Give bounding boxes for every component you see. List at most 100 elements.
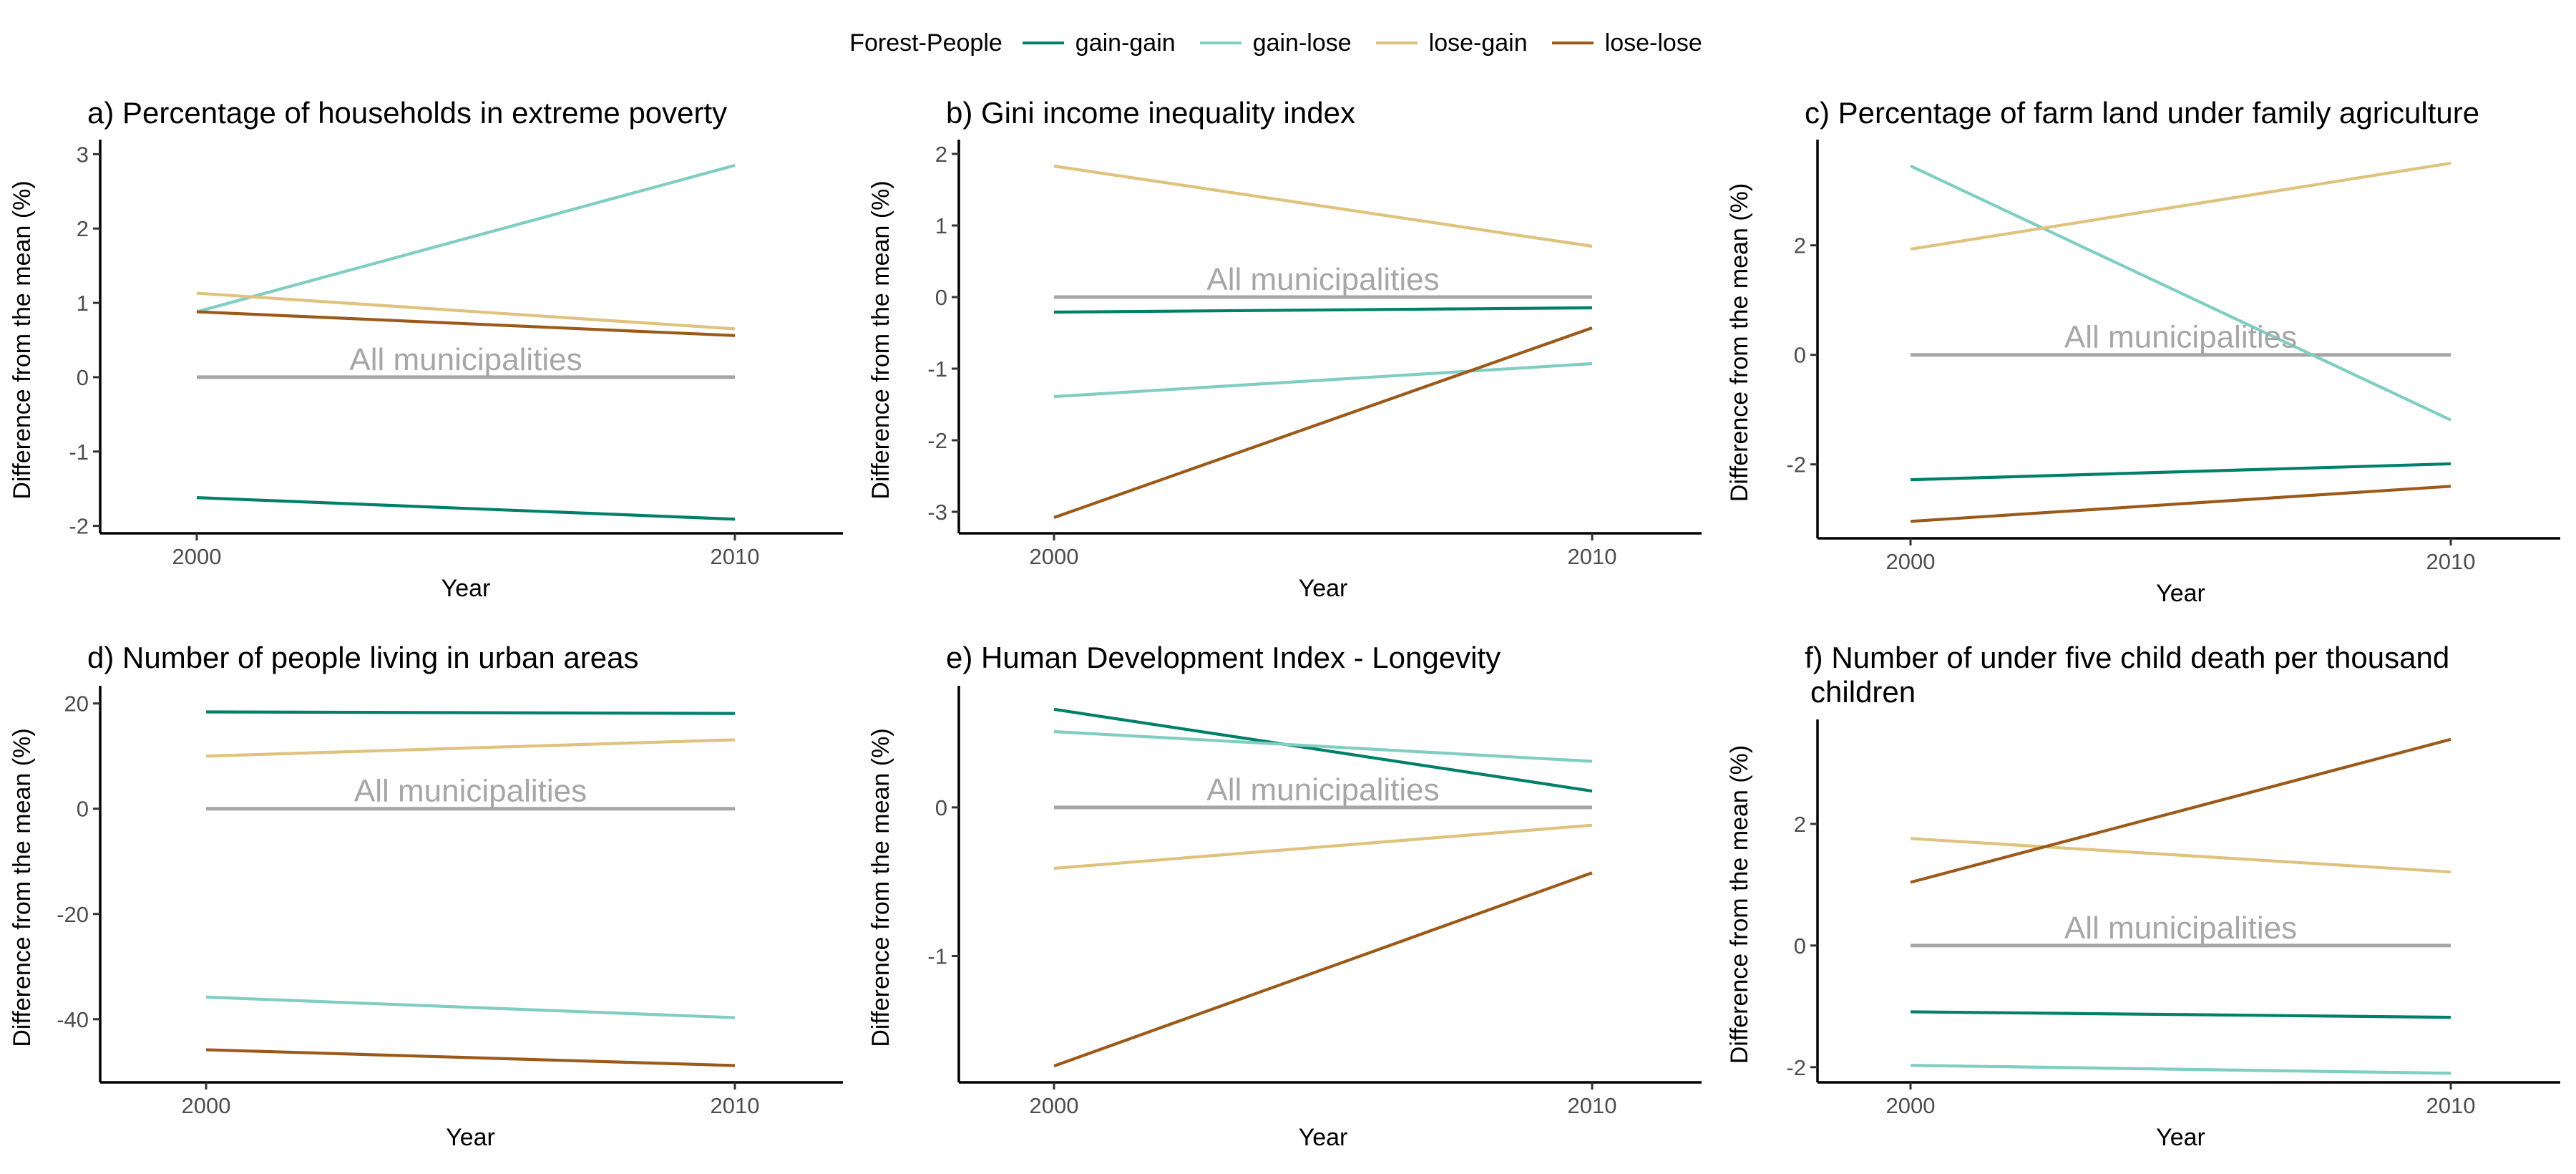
- legend-item-lose-lose: lose-lose: [1551, 29, 1702, 57]
- y-axis-title: Difference from the mean (%): [1726, 745, 1753, 1064]
- series-line-lose-lose: [1053, 871, 1593, 1068]
- y-tick-label: 0: [77, 365, 89, 390]
- series-line-gain-gain: [1053, 306, 1593, 314]
- x-axis-title: Year: [1299, 1124, 1348, 1151]
- reference-label: All municipalities: [2064, 320, 2297, 355]
- y-axis-title: Difference from the mean (%): [9, 180, 36, 499]
- series-line-gain-lose: [205, 995, 736, 1019]
- y-tick-label: 0: [1794, 343, 1806, 368]
- series-line-gain-lose: [1053, 729, 1593, 763]
- series-line-lose-lose: [196, 310, 736, 337]
- legend-key-gain-lose: [1199, 42, 1241, 44]
- legend-key-lose-lose: [1551, 42, 1594, 44]
- reference-label: All municipalities: [1206, 772, 1439, 807]
- legend-label: lose-gain: [1428, 29, 1528, 57]
- x-tick-label: 2010: [1568, 1093, 1617, 1118]
- y-tick-label: -1: [69, 440, 89, 465]
- series-line-gain-gain: [1053, 707, 1593, 793]
- y-tick-label: 3: [77, 142, 89, 167]
- x-axis-title: Year: [2156, 580, 2205, 607]
- x-tick-label: 2000: [1886, 549, 1936, 574]
- x-axis-title: Year: [446, 1124, 495, 1151]
- x-tick-label: 2010: [2426, 1093, 2476, 1118]
- panel-b: b) Gini income inequality index -3 -2 -1 0 1 2…: [867, 96, 1702, 602]
- y-tick-label: 2: [1794, 233, 1806, 258]
- y-tick-label: -2: [69, 514, 89, 539]
- x-tick-label: 2010: [711, 544, 760, 569]
- y-tick-label: -2: [927, 428, 947, 453]
- y-tick-label: -2: [1786, 452, 1806, 477]
- series-line-lose-gain: [205, 738, 736, 758]
- panel-e: e) Human Development Index - Longevity -1…: [867, 641, 1702, 1151]
- series-line-gain-lose: [1910, 164, 2451, 422]
- y-tick-label: 1: [935, 213, 947, 238]
- x-tick-label: 2010: [1568, 544, 1617, 569]
- series-line-gain-lose: [196, 163, 736, 314]
- y-tick-label: 0: [935, 795, 947, 820]
- legend-label: lose-lose: [1604, 29, 1702, 57]
- legend-label: gain-gain: [1075, 29, 1176, 57]
- series-line-gain-gain: [1910, 1010, 2451, 1019]
- panel-a: a) Percentage of households in extreme p…: [9, 96, 843, 602]
- series-line-gain-gain: [1910, 462, 2451, 482]
- y-tick-label: 0: [935, 285, 947, 310]
- y-tick-label: 1: [77, 291, 89, 316]
- panel-title: d) Number of people living in urban area…: [87, 641, 638, 674]
- panel-d: d) Number of people living in urban area…: [9, 641, 843, 1151]
- x-tick-label: 2000: [1886, 1093, 1936, 1118]
- y-tick-label: 20: [64, 692, 89, 717]
- series-line-lose-lose: [205, 1048, 736, 1067]
- y-tick-label: -2: [1786, 1055, 1806, 1080]
- y-tick-label: -40: [57, 1007, 89, 1032]
- y-axis-title: Difference from the mean (%): [867, 728, 894, 1047]
- y-tick-label: 2: [1794, 812, 1806, 837]
- panel-title: b) Gini income inequality index: [946, 96, 1355, 130]
- y-tick-label: 0: [1794, 933, 1806, 959]
- x-axis-title: Year: [441, 575, 491, 602]
- series-line-lose-lose: [1910, 485, 2451, 523]
- panel-title: f) Number of under five child death per …: [1805, 641, 2449, 709]
- x-tick-label: 2010: [2426, 549, 2476, 574]
- series-line-lose-gain: [196, 291, 736, 331]
- legend-item-gain-gain: gain-gain: [1022, 29, 1176, 57]
- y-axis-title: Difference from the mean (%): [1726, 183, 1753, 502]
- series-line-lose-lose: [1053, 326, 1593, 519]
- reference-label: All municipalities: [354, 774, 587, 809]
- x-axis-title: Year: [1299, 575, 1348, 602]
- y-tick-label: 0: [77, 797, 89, 822]
- legend-item-gain-lose: gain-lose: [1199, 29, 1352, 57]
- reference-label: All municipalities: [1206, 262, 1439, 297]
- x-tick-label: 2000: [1030, 1093, 1079, 1118]
- series-line-gain-gain: [205, 710, 736, 715]
- x-axis-title: Year: [2156, 1124, 2205, 1151]
- y-tick-label: -3: [927, 500, 947, 525]
- panel-f: f) Number of under five child death per …: [1726, 641, 2560, 1151]
- x-tick-label: 2000: [1030, 544, 1079, 569]
- series-line-lose-gain: [1053, 164, 1593, 248]
- legend-item-lose-gain: lose-gain: [1375, 29, 1528, 57]
- series-line-lose-gain: [1910, 161, 2451, 251]
- y-axis-title: Difference from the mean (%): [867, 180, 894, 499]
- series-line-gain-lose: [1910, 1064, 2451, 1075]
- y-tick-label: 2: [935, 142, 947, 167]
- legend-label: gain-lose: [1252, 29, 1352, 57]
- series-line-gain-gain: [196, 496, 736, 521]
- x-tick-label: 2010: [711, 1093, 760, 1118]
- y-tick-label: -20: [57, 902, 89, 927]
- panel-title: e) Human Development Index - Longevity: [946, 641, 1501, 674]
- legend: Forest-People gain-gain gain-lose lose-g…: [0, 21, 2576, 64]
- x-tick-label: 2000: [182, 1093, 231, 1118]
- y-tick-label: 2: [77, 216, 89, 241]
- series-line-lose-gain: [1053, 823, 1593, 870]
- x-tick-label: 2000: [172, 544, 222, 569]
- reference-label: All municipalities: [349, 342, 582, 377]
- series-line-gain-lose: [1053, 362, 1593, 399]
- y-tick-label: -1: [927, 944, 947, 969]
- legend-key-lose-gain: [1375, 42, 1418, 44]
- y-tick-label: -1: [927, 356, 947, 382]
- panel-title: a) Percentage of households in extreme p…: [87, 96, 727, 130]
- reference-label: All municipalities: [2064, 911, 2297, 946]
- y-axis-title: Difference from the mean (%): [9, 728, 36, 1047]
- legend-key-gain-gain: [1022, 42, 1064, 44]
- panel-title: c) Percentage of farm land under family …: [1805, 96, 2479, 130]
